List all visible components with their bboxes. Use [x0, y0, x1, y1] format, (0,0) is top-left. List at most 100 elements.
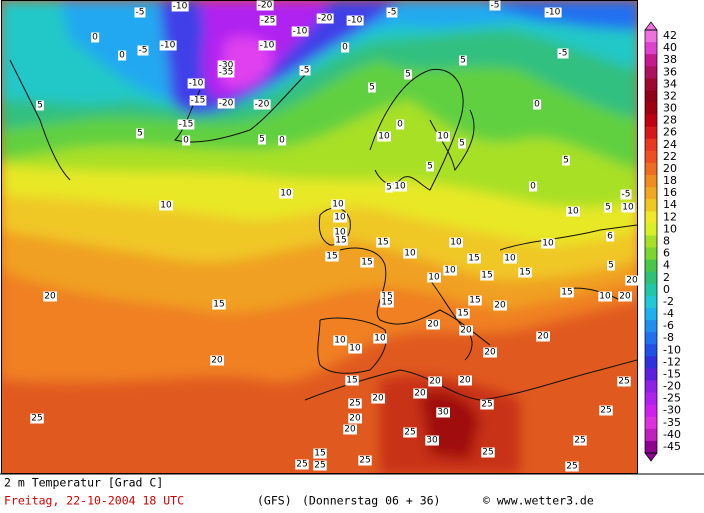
contour-label-box — [343, 424, 357, 435]
contour-label: -20 — [318, 14, 333, 24]
contour-label-box — [333, 335, 347, 346]
legend-label: 10 — [663, 222, 677, 235]
legend-swatch — [645, 78, 657, 91]
contour-label-box — [177, 119, 195, 130]
footer-model: (GFS) — [257, 494, 292, 508]
contour-label-box — [346, 15, 364, 26]
legend-swatch — [645, 416, 657, 430]
contour-label: -20 — [258, 1, 273, 11]
contour-label-box — [182, 135, 191, 146]
contour-label-box — [331, 199, 345, 210]
legend-swatch — [645, 344, 657, 357]
contour-label: -10 — [161, 41, 176, 51]
contour-label: 25 — [600, 406, 611, 416]
legend-label: -2 — [663, 295, 674, 308]
contour-label: 5 — [460, 56, 466, 66]
legend-label: -12 — [663, 355, 681, 368]
contour-label-box — [427, 272, 441, 283]
legend-swatch — [645, 66, 657, 79]
contour-label: 20 — [349, 414, 361, 424]
contour-label: 25 — [296, 460, 307, 470]
contour-label: -5 — [301, 66, 310, 76]
contour-label-box — [443, 265, 457, 276]
contour-label-box — [533, 99, 542, 110]
contour-label-box — [348, 398, 362, 409]
legend-label: 24 — [663, 138, 677, 151]
contour-label: 10 — [334, 336, 346, 346]
contour-label-box — [456, 308, 470, 319]
contour-label-box — [393, 181, 407, 192]
contour-label: -10 — [173, 2, 188, 12]
contour-label: 10 — [444, 266, 456, 276]
contour-label-box — [313, 460, 327, 471]
contour-label: 0 — [397, 120, 403, 130]
contour-label: 5 — [608, 261, 614, 271]
contour-label: 25 — [31, 414, 42, 424]
contour-label: 10 — [504, 254, 516, 264]
contour-label-box — [606, 231, 615, 242]
contour-label: -10 — [260, 41, 275, 51]
legend-label: 8 — [663, 235, 670, 248]
legend-label: -45 — [663, 440, 681, 453]
contour-label-box — [426, 319, 440, 330]
contour-label-box — [458, 138, 466, 149]
contour-label: 20 — [626, 276, 638, 286]
contour-label-box — [618, 291, 632, 302]
legend-label: 14 — [663, 198, 677, 211]
contour-label: 25 — [314, 461, 325, 471]
contour-label: 5 — [386, 183, 392, 193]
contour-label-box — [604, 202, 612, 213]
contour-label: -35 — [219, 68, 234, 78]
contour-label: 0 — [342, 43, 348, 53]
contour-label-box — [159, 200, 173, 211]
contour-label-box — [413, 388, 427, 399]
legend-label: 18 — [663, 174, 677, 187]
contour-label: 20 — [427, 320, 439, 330]
contour-label-box — [159, 40, 177, 51]
legend-label: 38 — [663, 53, 677, 66]
contour-label: 15 — [346, 376, 357, 386]
contour-label: 20 — [459, 376, 471, 386]
contour-label-box — [91, 32, 100, 43]
contour-label: -5 — [388, 8, 397, 18]
contour-label: 10 — [428, 273, 440, 283]
footer-forecast: (Donnerstag 06 + 36) — [302, 494, 440, 508]
legend-swatch — [645, 114, 657, 128]
contour-label-box — [377, 131, 391, 142]
contour-label: 25 — [566, 462, 577, 472]
contour-label-box — [30, 413, 44, 424]
contour-label: 15 — [361, 258, 372, 268]
contour-label: -5 — [622, 190, 631, 200]
contour-label: 20 — [537, 332, 549, 342]
contour-label: 25 — [404, 428, 415, 438]
contour-label-box — [468, 295, 482, 306]
contour-label-box — [256, 0, 274, 11]
contour-label-box — [358, 455, 372, 466]
contour-label-box — [436, 407, 450, 418]
legend-swatch — [645, 247, 657, 261]
contour-label: 0 — [534, 100, 540, 110]
contour-label-box — [380, 297, 394, 308]
legend-label: -15 — [663, 367, 681, 380]
legend-label: 0 — [663, 283, 670, 296]
contour-label: 25 — [618, 377, 629, 387]
legend-swatch — [645, 187, 657, 200]
contour-label: 5 — [369, 83, 375, 93]
contour-label-box — [376, 237, 390, 248]
contour-label: -10 — [546, 8, 561, 18]
contour-label-box — [620, 189, 632, 200]
legend-swatch — [645, 356, 657, 369]
contour-label: 5 — [259, 135, 265, 145]
contour-label: 10 — [280, 189, 292, 199]
contour-label: -20 — [255, 100, 270, 110]
contour-label-box — [404, 69, 412, 80]
contour-label: 5 — [605, 203, 611, 213]
contour-label-box — [360, 257, 374, 268]
legend-swatch — [645, 307, 657, 321]
contour-label: 5 — [37, 101, 43, 111]
contour-label-box — [459, 55, 467, 66]
contour-label: 20 — [372, 394, 384, 404]
contour-label: 15 — [381, 292, 392, 302]
contour-label: 6 — [607, 232, 613, 242]
